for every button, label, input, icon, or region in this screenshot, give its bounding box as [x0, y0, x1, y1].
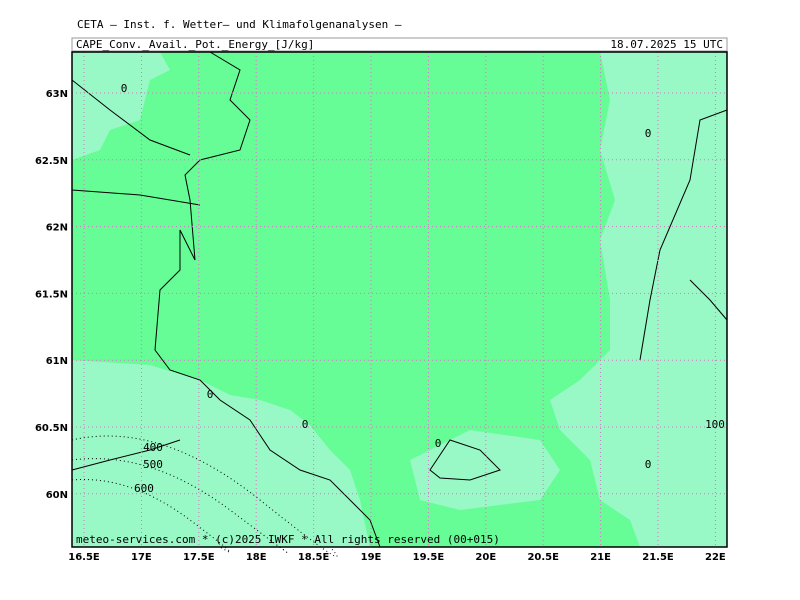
lon-label: 18.5E — [298, 552, 330, 563]
contour-label: 100 — [705, 418, 725, 431]
contour-label: 500 — [143, 458, 163, 471]
coastline — [154, 51, 381, 548]
lon-label: 21.5E — [642, 552, 674, 563]
coastline — [429, 439, 501, 481]
coastline — [639, 109, 728, 361]
contour-label: 600 — [134, 482, 154, 495]
lat-label: 63N — [46, 89, 68, 100]
lat-label: 61.5N — [35, 289, 68, 300]
lon-label: 20.5E — [527, 552, 559, 563]
river — [71, 79, 191, 156]
lon-label: 18E — [246, 552, 267, 563]
contour — [71, 479, 231, 553]
lon-label: 17.5E — [183, 552, 215, 563]
lon-label: 19E — [361, 552, 382, 563]
graticule — [72, 52, 727, 547]
title: CETA — Inst. f. Wetter— und Klimafolgena… — [77, 18, 402, 31]
map-frame — [71, 51, 728, 548]
lat-label: 62.5N — [35, 156, 68, 167]
contour-label: 400 — [143, 441, 163, 454]
valid-time: 18.07.2025 15 UTC — [610, 38, 723, 51]
river — [71, 439, 181, 471]
lon-label: 17E — [131, 552, 152, 563]
cape-low — [410, 430, 560, 510]
contour-label: 0 — [435, 437, 442, 450]
contour-label: 0 — [645, 458, 652, 471]
cape-low — [72, 52, 170, 160]
contour-label: 0 — [121, 82, 128, 95]
subtitle-box — [71, 37, 728, 52]
lon-label: 20E — [475, 552, 496, 563]
lon-label: 22E — [705, 552, 726, 563]
river — [689, 279, 728, 321]
field-name: CAPE_Conv._Avail._Pot._Energy_[J/kg] — [76, 38, 314, 51]
lon-label: 16.5E — [68, 552, 100, 563]
contour-label: 0 — [302, 418, 309, 431]
cape-low — [72, 360, 370, 547]
lat-label: 62N — [46, 223, 68, 234]
lon-label: 21E — [590, 552, 611, 563]
lon-label: 19.5E — [413, 552, 445, 563]
lat-label: 60.5N — [35, 423, 68, 434]
cape-low — [550, 52, 727, 547]
footer: meteo-services.com * (c)2025 IWKF * All … — [76, 533, 500, 546]
contour-label: 0 — [645, 127, 652, 140]
border — [71, 189, 201, 206]
lat-label: 60N — [46, 490, 68, 501]
map: meteo-services.com * (c)2025 IWKF * All … — [71, 51, 728, 557]
contour-label: 0 — [207, 388, 214, 401]
lat-label: 61N — [46, 356, 68, 367]
